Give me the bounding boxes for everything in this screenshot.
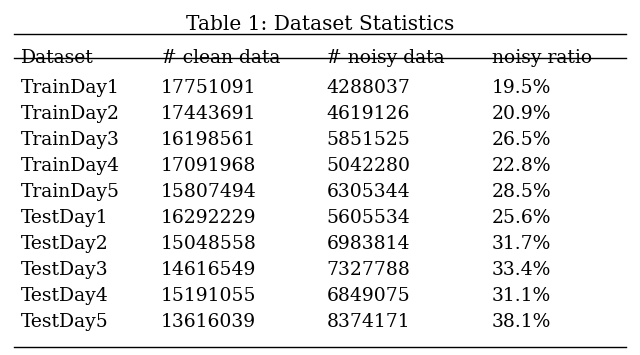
- Text: 6849075: 6849075: [326, 287, 410, 305]
- Text: 31.1%: 31.1%: [492, 287, 551, 305]
- Text: 19.5%: 19.5%: [492, 78, 552, 97]
- Text: TrainDay3: TrainDay3: [20, 131, 120, 149]
- Text: 25.6%: 25.6%: [492, 209, 552, 227]
- Text: TestDay3: TestDay3: [20, 261, 108, 279]
- Text: TrainDay4: TrainDay4: [20, 157, 120, 175]
- Text: Dataset: Dataset: [20, 49, 93, 67]
- Text: 17751091: 17751091: [161, 78, 256, 97]
- Text: 7327788: 7327788: [326, 261, 410, 279]
- Text: 4288037: 4288037: [326, 78, 410, 97]
- Text: 6983814: 6983814: [326, 235, 410, 253]
- Text: TestDay2: TestDay2: [20, 235, 108, 253]
- Text: 5605534: 5605534: [326, 209, 410, 227]
- Text: 31.7%: 31.7%: [492, 235, 552, 253]
- Text: noisy ratio: noisy ratio: [492, 49, 592, 67]
- Text: # noisy data: # noisy data: [326, 49, 445, 67]
- Text: TestDay5: TestDay5: [20, 313, 108, 331]
- Text: TrainDay2: TrainDay2: [20, 105, 120, 122]
- Text: 16198561: 16198561: [161, 131, 256, 149]
- Text: 4619126: 4619126: [326, 105, 410, 122]
- Text: 13616039: 13616039: [161, 313, 256, 331]
- Text: 14616549: 14616549: [161, 261, 256, 279]
- Text: 33.4%: 33.4%: [492, 261, 552, 279]
- Text: TestDay1: TestDay1: [20, 209, 108, 227]
- Text: 26.5%: 26.5%: [492, 131, 552, 149]
- Text: 28.5%: 28.5%: [492, 183, 552, 201]
- Text: 5851525: 5851525: [326, 131, 410, 149]
- Text: TrainDay1: TrainDay1: [20, 78, 120, 97]
- Text: Table 1: Dataset Statistics: Table 1: Dataset Statistics: [186, 16, 454, 34]
- Text: 38.1%: 38.1%: [492, 313, 552, 331]
- Text: 15191055: 15191055: [161, 287, 256, 305]
- Text: 5042280: 5042280: [326, 157, 410, 175]
- Text: 17443691: 17443691: [161, 105, 256, 122]
- Text: 15048558: 15048558: [161, 235, 257, 253]
- Text: TrainDay5: TrainDay5: [20, 183, 120, 201]
- Text: 8374171: 8374171: [326, 313, 410, 331]
- Text: 20.9%: 20.9%: [492, 105, 552, 122]
- Text: 17091968: 17091968: [161, 157, 256, 175]
- Text: 15807494: 15807494: [161, 183, 257, 201]
- Text: 16292229: 16292229: [161, 209, 256, 227]
- Text: TestDay4: TestDay4: [20, 287, 108, 305]
- Text: 22.8%: 22.8%: [492, 157, 552, 175]
- Text: 6305344: 6305344: [326, 183, 410, 201]
- Text: # clean data: # clean data: [161, 49, 280, 67]
